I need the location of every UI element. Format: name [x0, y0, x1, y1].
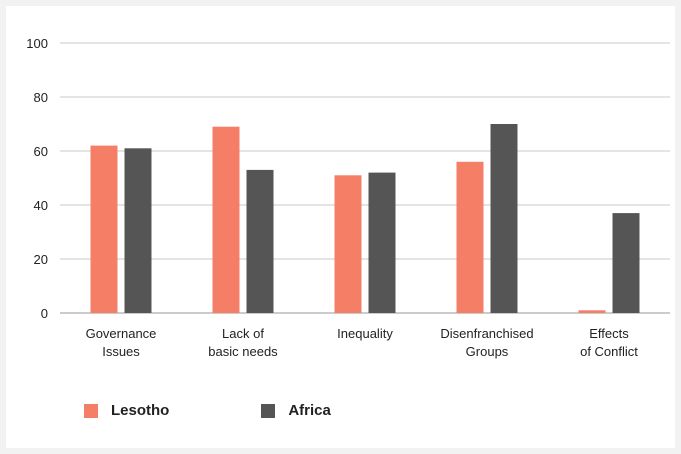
x-category-label: Disenfranchised	[440, 326, 533, 341]
x-category-label: of Conflict	[580, 344, 638, 359]
bar-africa	[612, 213, 640, 313]
bar-chart: 0 20 40 60 80 100 Governance Issues Lack of basic…	[26, 36, 670, 359]
x-category-label: Issues	[102, 344, 140, 359]
bar-lesotho	[90, 145, 118, 313]
bar-africa	[246, 169, 274, 313]
legend-label-africa: Africa	[288, 402, 331, 419]
legend-item-lesotho: Lesotho	[84, 402, 169, 419]
legend-swatch-lesotho	[84, 403, 98, 418]
y-tick-label: 40	[34, 198, 48, 213]
x-category-label: basic needs	[208, 344, 278, 359]
x-category-label: Inequality	[337, 326, 393, 341]
bar-lesotho	[456, 161, 484, 313]
x-category-label: Effects	[589, 326, 629, 341]
y-tick-label: 20	[34, 252, 48, 267]
bar-lesotho	[334, 175, 362, 313]
x-category-label: Lack of	[222, 326, 264, 341]
legend-item-africa: Africa	[261, 402, 331, 419]
x-category-label: Governance	[86, 326, 157, 341]
x-category-label: Groups	[466, 344, 509, 359]
bar-africa	[490, 124, 518, 313]
bar-africa	[368, 172, 396, 313]
legend-swatch-africa	[261, 403, 276, 418]
y-tick-label: 100	[26, 36, 48, 51]
bar-lesotho	[212, 126, 240, 313]
y-tick-label: 0	[41, 306, 48, 321]
bar-lesotho	[578, 310, 606, 313]
y-tick-label: 60	[34, 144, 48, 159]
chart-card: 0 20 40 60 80 100 Governance Issues Lack of basic…	[6, 6, 675, 448]
legend: Lesotho Africa	[84, 402, 331, 419]
legend-label-lesotho: Lesotho	[111, 402, 170, 419]
bar-africa	[124, 148, 152, 313]
y-tick-label: 80	[34, 90, 48, 105]
